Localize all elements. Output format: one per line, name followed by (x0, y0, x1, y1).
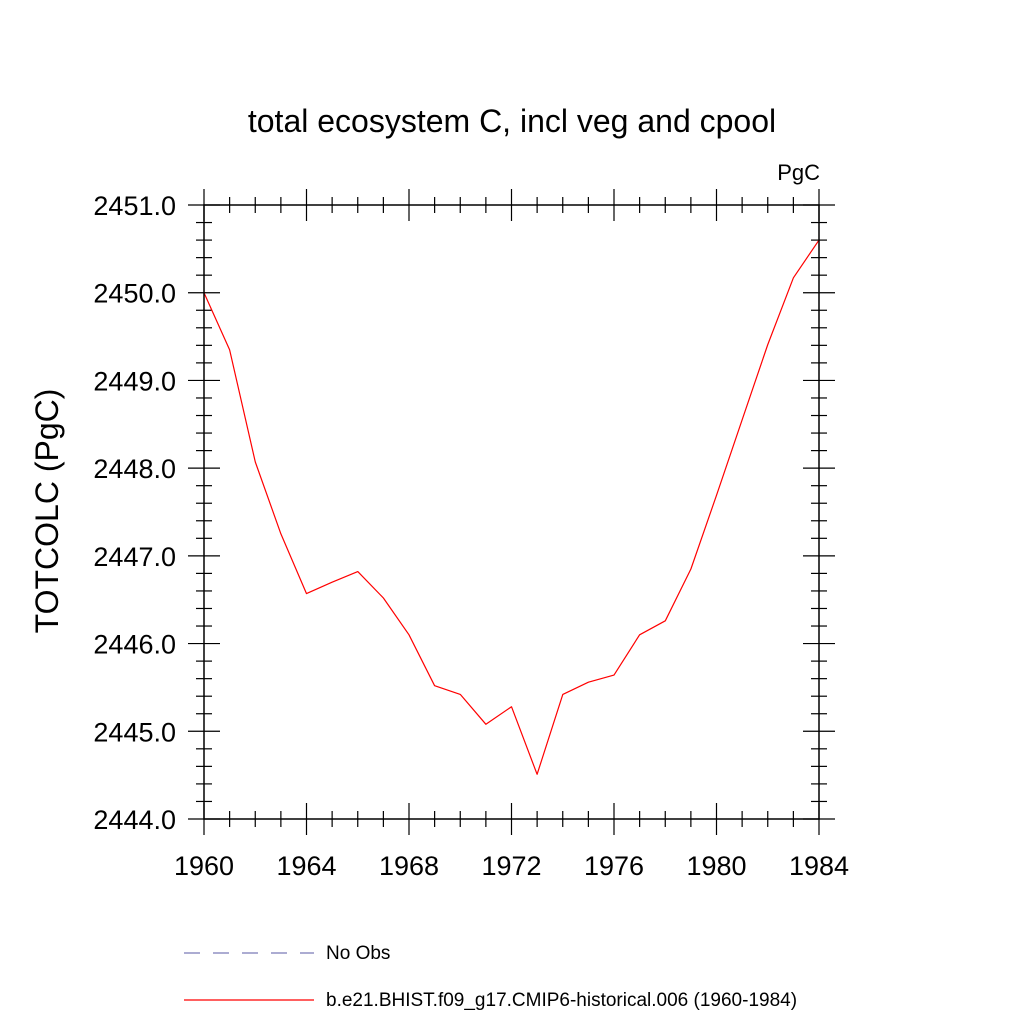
units-label: PgC (777, 160, 820, 185)
y-tick-label: 2451.0 (93, 191, 176, 221)
y-tick-labels: 2444.0 2445.0 2446.0 2447.0 2448.0 2449.0 2450… (93, 191, 176, 835)
x-tick-label: 1976 (584, 851, 644, 881)
chart-title: total ecosystem C, incl veg and cpool (248, 103, 776, 139)
y-tick-label: 2449.0 (93, 366, 176, 396)
y-tick-label: 2447.0 (93, 542, 176, 572)
legend: No Obs b.e21.BHIST.f09_g17.CMIP6-histori… (184, 943, 797, 1011)
minor-ticks (196, 197, 827, 827)
y-tick-label: 2448.0 (93, 454, 176, 484)
x-tick-labels: 1960 1964 1968 1972 1976 1980 1984 (174, 851, 849, 881)
legend-label-no-obs: No Obs (326, 943, 390, 964)
x-tick-label: 1980 (686, 851, 746, 881)
major-ticks (188, 189, 835, 835)
x-tick-label: 1960 (174, 851, 234, 881)
y-tick-label: 2450.0 (93, 279, 176, 309)
y-tick-label: 2446.0 (93, 630, 176, 660)
series-line (203, 239, 820, 775)
y-axis-label: TOTCOLC (PgC) (29, 389, 65, 634)
legend-label-model: b.e21.BHIST.f09_g17.CMIP6-historical.006… (326, 990, 797, 1011)
y-tick-label: 2445.0 (93, 717, 176, 747)
x-tick-label: 1984 (789, 851, 849, 881)
x-tick-label: 1968 (379, 851, 439, 881)
x-tick-label: 1964 (276, 851, 336, 881)
x-tick-label: 1972 (481, 851, 541, 881)
plot-frame (203, 204, 820, 820)
y-tick-label: 2444.0 (93, 805, 176, 835)
series-layer (203, 239, 820, 775)
